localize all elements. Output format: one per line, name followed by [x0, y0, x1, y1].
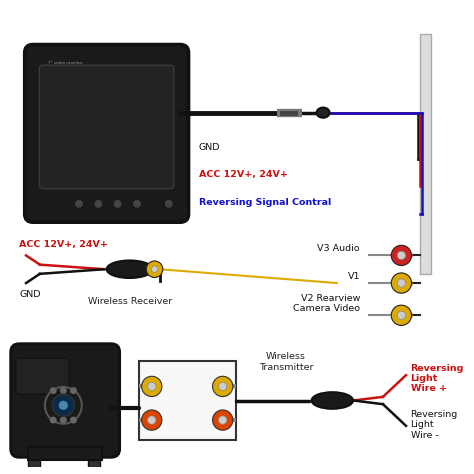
FancyBboxPatch shape [11, 344, 119, 457]
Circle shape [391, 305, 411, 326]
Text: Reversing
Light
Wire -: Reversing Light Wire - [410, 410, 458, 439]
Circle shape [212, 376, 233, 397]
Circle shape [61, 417, 66, 423]
Circle shape [50, 417, 56, 423]
Circle shape [147, 382, 156, 391]
Text: 7" video monitor: 7" video monitor [48, 61, 82, 65]
Circle shape [45, 387, 82, 424]
Text: V2 Rearview
Camera Video: V2 Rearview Camera Video [293, 293, 360, 313]
Circle shape [219, 382, 227, 391]
Circle shape [52, 394, 74, 416]
Circle shape [71, 388, 76, 393]
FancyBboxPatch shape [25, 45, 189, 222]
Circle shape [165, 201, 172, 207]
Circle shape [391, 273, 411, 293]
Circle shape [142, 376, 162, 397]
Bar [420, 34, 431, 274]
Circle shape [397, 251, 406, 260]
Circle shape [397, 311, 406, 319]
Text: ACC 12V+, 24V+: ACC 12V+, 24V+ [19, 239, 108, 248]
Ellipse shape [317, 108, 329, 118]
Circle shape [50, 388, 56, 393]
Bar [28, 460, 40, 467]
Bar [139, 361, 236, 440]
Circle shape [59, 401, 68, 410]
Circle shape [95, 201, 101, 207]
Circle shape [76, 201, 82, 207]
Text: V1: V1 [347, 272, 360, 281]
Text: Wireless Receiver: Wireless Receiver [88, 297, 172, 306]
Circle shape [71, 417, 76, 423]
Ellipse shape [107, 261, 153, 278]
Bar [88, 460, 100, 467]
Text: V3 Audio: V3 Audio [318, 244, 360, 253]
Text: Wireless
Transmitter: Wireless Transmitter [259, 352, 313, 372]
Circle shape [146, 261, 163, 278]
Circle shape [147, 416, 156, 424]
FancyBboxPatch shape [39, 65, 174, 189]
Circle shape [142, 410, 162, 430]
Circle shape [391, 245, 411, 265]
Text: GND: GND [199, 143, 220, 152]
Circle shape [114, 201, 121, 207]
Circle shape [61, 388, 66, 393]
Circle shape [134, 201, 140, 207]
Circle shape [397, 279, 406, 287]
Circle shape [219, 416, 227, 424]
Bar [28, 447, 102, 460]
Ellipse shape [311, 392, 353, 409]
Circle shape [151, 266, 158, 273]
Text: GND: GND [19, 290, 41, 299]
Text: ACC 12V+, 24V+: ACC 12V+, 24V+ [199, 171, 288, 180]
Circle shape [212, 410, 233, 430]
Text: Reversing
Light
Wire +: Reversing Light Wire + [410, 364, 464, 393]
Text: Reversing Signal Contral: Reversing Signal Contral [199, 198, 331, 207]
FancyBboxPatch shape [16, 358, 69, 394]
